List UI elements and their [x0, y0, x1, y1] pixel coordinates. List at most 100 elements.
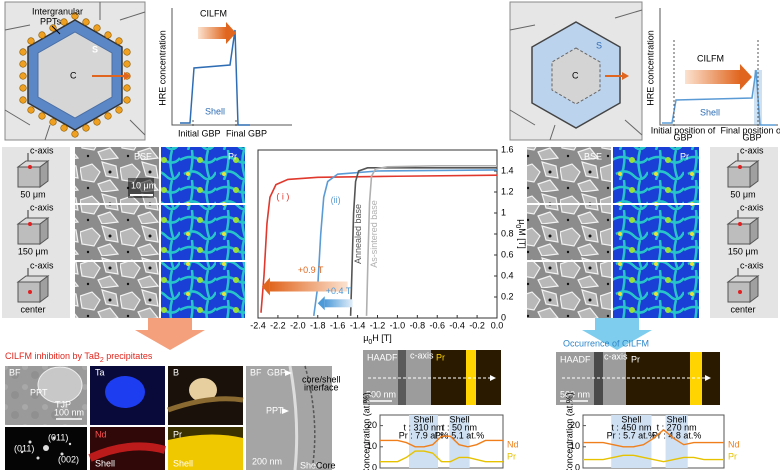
annotation: Shell — [173, 458, 193, 468]
arrow — [135, 318, 205, 350]
core-label: C — [70, 70, 77, 80]
annotation: t : 450 nm — [611, 422, 651, 432]
panel-label: HAADF — [367, 352, 398, 362]
x-tick-label: -0.8 — [410, 320, 426, 330]
y-tick-label: 20 — [570, 420, 580, 430]
concentration-plot-left: HRE concentration CILFM Shell Initial GB… — [157, 8, 292, 138]
annotation: Shell — [413, 414, 433, 424]
series-label: (ii) — [331, 195, 341, 205]
line — [349, 167, 497, 316]
label-part: M [T] — [517, 228, 527, 249]
cube — [727, 166, 751, 188]
x-tick-label: -1.4 — [350, 320, 366, 330]
x-tick-label: -0.4 — [449, 320, 465, 330]
label-part: μ — [363, 333, 368, 343]
cube — [39, 160, 49, 188]
panel-label: Pr — [631, 354, 640, 364]
cube — [39, 217, 49, 245]
cube-point — [28, 290, 32, 294]
shell-band — [665, 415, 688, 468]
label-part: 0 — [368, 339, 372, 346]
y-tick-label: 0.8 — [501, 228, 514, 238]
line — [365, 164, 497, 316]
scale-bar-label: 500 nm — [366, 389, 396, 399]
depth-label: 50 μm — [20, 189, 45, 199]
shell-label: Shell — [205, 106, 225, 116]
label-part: 0 — [514, 224, 521, 228]
x-label: Final GBP — [226, 128, 267, 138]
x-tick-label: -2.0 — [290, 320, 306, 330]
annotation: TJP — [55, 399, 71, 409]
line — [583, 428, 724, 448]
x-label: GBP — [742, 132, 761, 142]
cube-point — [28, 222, 32, 226]
schematic-left: Intergranular PPTs S C — [4, 1, 146, 141]
annotation: c-axis — [604, 351, 628, 361]
y-tick-label: 0 — [372, 462, 377, 470]
title-part: 2 — [100, 357, 104, 364]
cube — [39, 275, 49, 303]
y-tick-label: 1.4 — [501, 165, 514, 175]
arrow-label: CILFM — [697, 53, 724, 63]
ppt-label: Intergranular — [32, 6, 83, 16]
cube — [749, 217, 759, 245]
depth-label: 150 μm — [18, 246, 48, 256]
axis-label: HRE concentration — [157, 30, 167, 106]
annotation: Shell — [300, 460, 320, 470]
axis-label: c-axis — [740, 260, 764, 270]
depth-label: center — [730, 304, 755, 314]
shift-arrow — [324, 299, 353, 308]
bottom-left: CILFM inhibition by TaB2 precipitates BF… — [5, 351, 341, 470]
y-axis-label: Concentration (at.%) — [361, 392, 371, 470]
map-label: Pr — [228, 151, 237, 161]
x-tick-label: -1.0 — [390, 320, 406, 330]
scale-bar-label: 500 nm — [560, 389, 590, 399]
diffraction-label: (011) — [14, 443, 34, 453]
x-label: Final position of — [720, 125, 780, 135]
y-tick-label: 10 — [570, 441, 580, 451]
y-tick-label: 0 — [575, 462, 580, 470]
label-part: H [T] — [372, 333, 392, 343]
annotation: Core — [316, 460, 336, 470]
panel-label: Nd — [95, 429, 107, 439]
map-label: Pr — [680, 151, 689, 161]
cube-point — [738, 222, 742, 226]
depth-label: 150 μm — [728, 246, 758, 256]
section-title: CILFM inhibition by TaB2 precipitates — [5, 351, 153, 363]
concentration-plot-right: HRE concentration CILFM Shell Initial po… — [645, 8, 780, 142]
arrow-label: CILFM — [200, 8, 227, 18]
panel-label: BF — [9, 367, 21, 377]
panel-label: Ta — [95, 367, 105, 377]
annotation: +0.9 T — [298, 265, 324, 275]
line — [380, 450, 503, 463]
scale-bar-label: 200 nm — [252, 456, 282, 466]
line — [260, 174, 498, 313]
annotation: t : 50 nm — [442, 422, 477, 432]
map-label: BSE — [134, 151, 152, 161]
panel-label: HAADF — [560, 354, 591, 364]
y-tick-label: 20 — [367, 420, 377, 430]
shift-arrow — [269, 281, 348, 292]
legend-label: Pr — [507, 451, 516, 461]
axis-label: c-axis — [740, 202, 764, 212]
cube — [749, 275, 759, 303]
panel-label: Pr — [173, 429, 182, 439]
annotation: t : 270 nm — [657, 422, 697, 432]
shell-band — [611, 415, 652, 468]
schematic-right: S C — [509, 1, 643, 141]
arrow — [582, 318, 652, 350]
x-label: Initial position of — [651, 125, 716, 135]
y-tick-label: 0.4 — [501, 270, 514, 280]
x-tick-label: -1.2 — [370, 320, 386, 330]
annotation: Pr : 7.9 at.% — [399, 430, 449, 440]
annotation: PPT — [30, 387, 48, 397]
x-tick-label: -0.6 — [429, 320, 445, 330]
annotation: Pr : 4.8 at.% — [652, 430, 702, 440]
x-label: Initial GBP — [178, 128, 221, 138]
depth-label: center — [20, 304, 45, 314]
cube-point — [738, 290, 742, 294]
series-label: As-sintered base — [369, 200, 379, 268]
cube-point — [28, 165, 32, 169]
x-label: GBP — [673, 132, 692, 142]
